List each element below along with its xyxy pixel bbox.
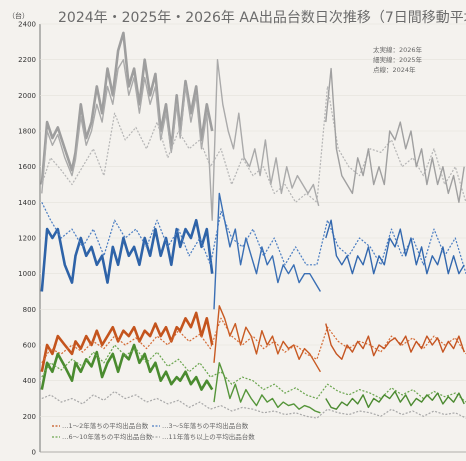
series-line-4 [40,218,214,292]
series-line-7 [325,219,465,275]
y-tick-label: 2200 [18,56,36,64]
group-legend: …1〜2年落ちの平均出品台数 …3〜5年落ちの平均出品台数 …6〜10年落ちの平… [52,421,255,441]
series-line-8 [40,311,214,373]
y-tick-label: 1600 [18,163,36,171]
series-line-1 [41,59,320,221]
legend-group-1: …1〜2年落ちの平均出品台数 [62,421,149,430]
series-line-15 [325,390,465,410]
y-tick-label: 1400 [18,199,36,207]
y-axis-unit-label: （台） [8,11,29,20]
series-line-10 [41,317,466,364]
series-line-5 [213,192,322,310]
y-tick-label: 0 [32,449,36,457]
year-legend-2024: 点線：2024年 [373,65,416,74]
year-legend-2025: 細実線：2025年 [373,55,423,64]
y-tick-label: 600 [23,342,36,350]
series-line-12 [40,343,214,391]
y-tick-label: 2400 [18,21,36,29]
legend-group-3: …6〜10年落ちの平均出品台数 [62,432,153,441]
y-axis-ticks: 0 200 400 600 800 1000 1200 1400 1600 1800 2000 220… [18,21,36,457]
y-tick-label: 400 [23,377,36,385]
y-tick-label: 1200 [18,235,36,243]
y-tick-label: 800 [23,306,36,314]
year-legend: 太実線：2026年 細実線：2025年 点線：2024年 [373,45,423,74]
series-line-11 [325,323,465,360]
series-line-0 [40,31,214,185]
y-tick-label: 200 [23,413,36,421]
series-line-14 [41,344,466,403]
legend-group-2: …3〜5年落ちの平均出品台数 [162,421,249,430]
series-line-16 [41,390,466,419]
y-tick-label: 2000 [18,92,36,100]
chart-title: 2024年・2025年・2026年 AA出品台数日次推移（7日間移動平均） [58,10,466,26]
series-layer [40,31,466,419]
y-tick-label: 1800 [18,128,36,136]
series-line-3 [325,67,465,204]
series-line-2 [41,85,466,203]
y-tick-label: 1000 [18,270,36,278]
series-line-13 [213,362,321,414]
year-legend-2026: 太実線：2026年 [373,45,423,54]
legend-group-4: …11年落ち以上の平均出品台数 [162,432,255,441]
series-line-9 [213,305,322,373]
